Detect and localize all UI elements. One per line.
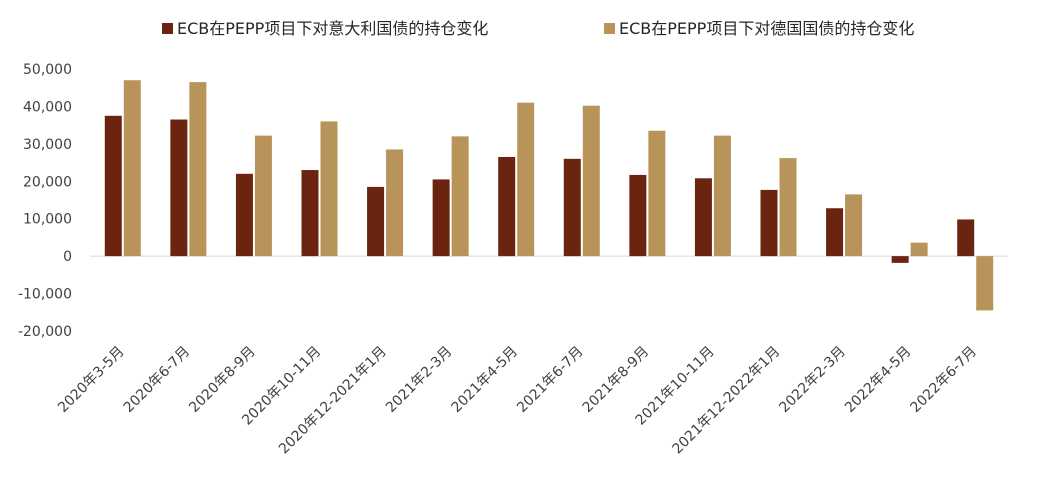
bar-germany — [123, 80, 141, 257]
bar-germany — [320, 121, 338, 257]
legend-swatch-italy — [162, 23, 173, 34]
bar-germany — [386, 149, 404, 257]
y-tick-label: -10,000 — [18, 287, 72, 303]
bar-germany — [517, 102, 535, 257]
x-tick-label: 2022年4-5月 — [842, 344, 914, 416]
x-tick-label: 2022年6-7月 — [908, 344, 980, 416]
legend-swatch-germany — [604, 23, 615, 34]
bar-germany — [582, 105, 600, 257]
plot-area — [90, 80, 1008, 311]
bar-italy — [760, 189, 778, 257]
x-tick-label: 2022年2-3月 — [776, 344, 848, 416]
x-tick-label: 2021年8-9月 — [580, 344, 652, 416]
x-tick-label: 2021年12-2022年1月 — [669, 344, 783, 458]
y-tick-label: 0 — [63, 249, 72, 265]
legend-label-germany: ECB在PEPP项目下对德国国债的持仓变化 — [619, 19, 914, 38]
bar-italy — [957, 219, 975, 257]
bar-italy — [891, 256, 909, 263]
x-tick-label: 2020年8-9月 — [186, 344, 258, 416]
x-tick-label: 2020年3-5月 — [55, 344, 127, 416]
x-tick-label: 2020年12-2021年1月 — [276, 344, 390, 458]
bar-italy — [563, 158, 581, 257]
bar-italy — [432, 179, 450, 257]
x-tick-label: 2021年6-7月 — [514, 344, 586, 416]
bar-germany — [254, 135, 272, 257]
y-tick-label: 20,000 — [23, 174, 72, 190]
bar-italy — [104, 115, 122, 257]
bar-italy — [694, 178, 712, 257]
y-axis: 50,000 40,000 30,000 20,000 10,000 0 -10,000 -2… — [18, 62, 72, 340]
legend-label-italy: ECB在PEPP项目下对意大利国债的持仓变化 — [177, 19, 488, 38]
y-tick-label: 50,000 — [23, 62, 72, 78]
bar-germany — [976, 256, 994, 311]
bar-italy — [235, 173, 253, 257]
bar-italy — [301, 170, 319, 257]
bar-germany — [189, 82, 207, 257]
y-tick-label: 40,000 — [23, 99, 72, 115]
legend-item-italy: ECB在PEPP项目下对意大利国债的持仓变化 — [162, 19, 488, 38]
bar-italy — [629, 174, 647, 257]
bar-italy — [367, 186, 385, 257]
x-tick-label: 2021年4-5月 — [449, 344, 521, 416]
bar-italy — [826, 208, 844, 257]
x-axis: 2020年3-5月2020年6-7月2020年8-9月2020年10-11月20… — [55, 344, 980, 458]
y-tick-label: -20,000 — [18, 324, 72, 340]
y-tick-label: 10,000 — [23, 212, 72, 228]
bar-germany — [845, 194, 863, 257]
bar-germany — [713, 135, 731, 257]
bar-germany — [910, 242, 928, 257]
legend: ECB在PEPP项目下对意大利国债的持仓变化 ECB在PEPP项目下对德国国债的… — [162, 19, 914, 38]
bar-italy — [498, 156, 516, 257]
y-tick-label: 30,000 — [23, 137, 72, 153]
legend-item-germany: ECB在PEPP项目下对德国国债的持仓变化 — [604, 19, 914, 38]
bar-germany — [648, 130, 666, 257]
x-tick-label: 2021年2-3月 — [383, 344, 455, 416]
bar-germany — [779, 158, 797, 257]
x-tick-label: 2020年6-7月 — [121, 344, 193, 416]
bar-italy — [170, 119, 188, 257]
bar-germany — [451, 136, 469, 257]
